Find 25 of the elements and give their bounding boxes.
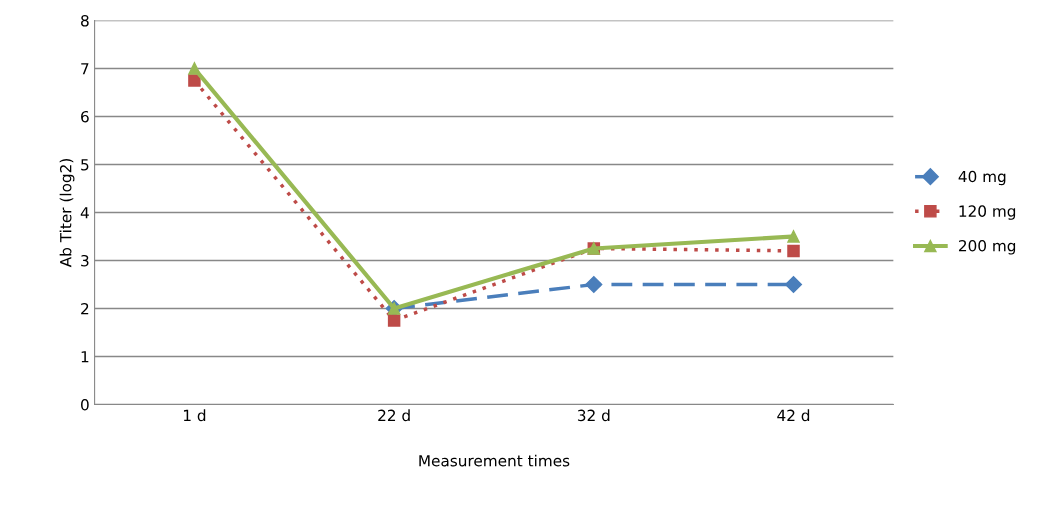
y-tick-label: 3 — [81, 254, 89, 267]
point — [787, 244, 800, 258]
y-tick-label: 0 — [81, 398, 89, 411]
point — [387, 314, 401, 327]
point — [188, 74, 201, 87]
x-tick-label: 1 d — [183, 409, 206, 422]
x-tick-label: 22 d — [378, 409, 410, 422]
legend-label: 40 mg — [958, 170, 1006, 186]
y-tick-label: 8 — [81, 14, 89, 27]
y-tick-label: 4 — [80, 207, 89, 219]
point — [784, 275, 803, 294]
x-tick-label: 32 d — [577, 409, 610, 422]
y-tick-label: 5 — [81, 159, 89, 171]
y-tick-label: 1 — [81, 351, 89, 363]
point — [787, 230, 800, 243]
y-axis-title: Ab Titer (log2) — [59, 159, 75, 268]
y-tick-label: 2 — [81, 302, 89, 315]
legend-label: 200 mg — [958, 240, 1016, 255]
y-tick-label: 7 — [81, 63, 89, 75]
y-tick-label: 6 — [81, 110, 89, 123]
legend-label: 120 mg — [959, 205, 1016, 220]
x-axis-title: Measurement times — [419, 454, 570, 467]
x-tick-label: 42 d — [777, 409, 810, 422]
point — [585, 275, 603, 294]
point — [188, 62, 201, 75]
